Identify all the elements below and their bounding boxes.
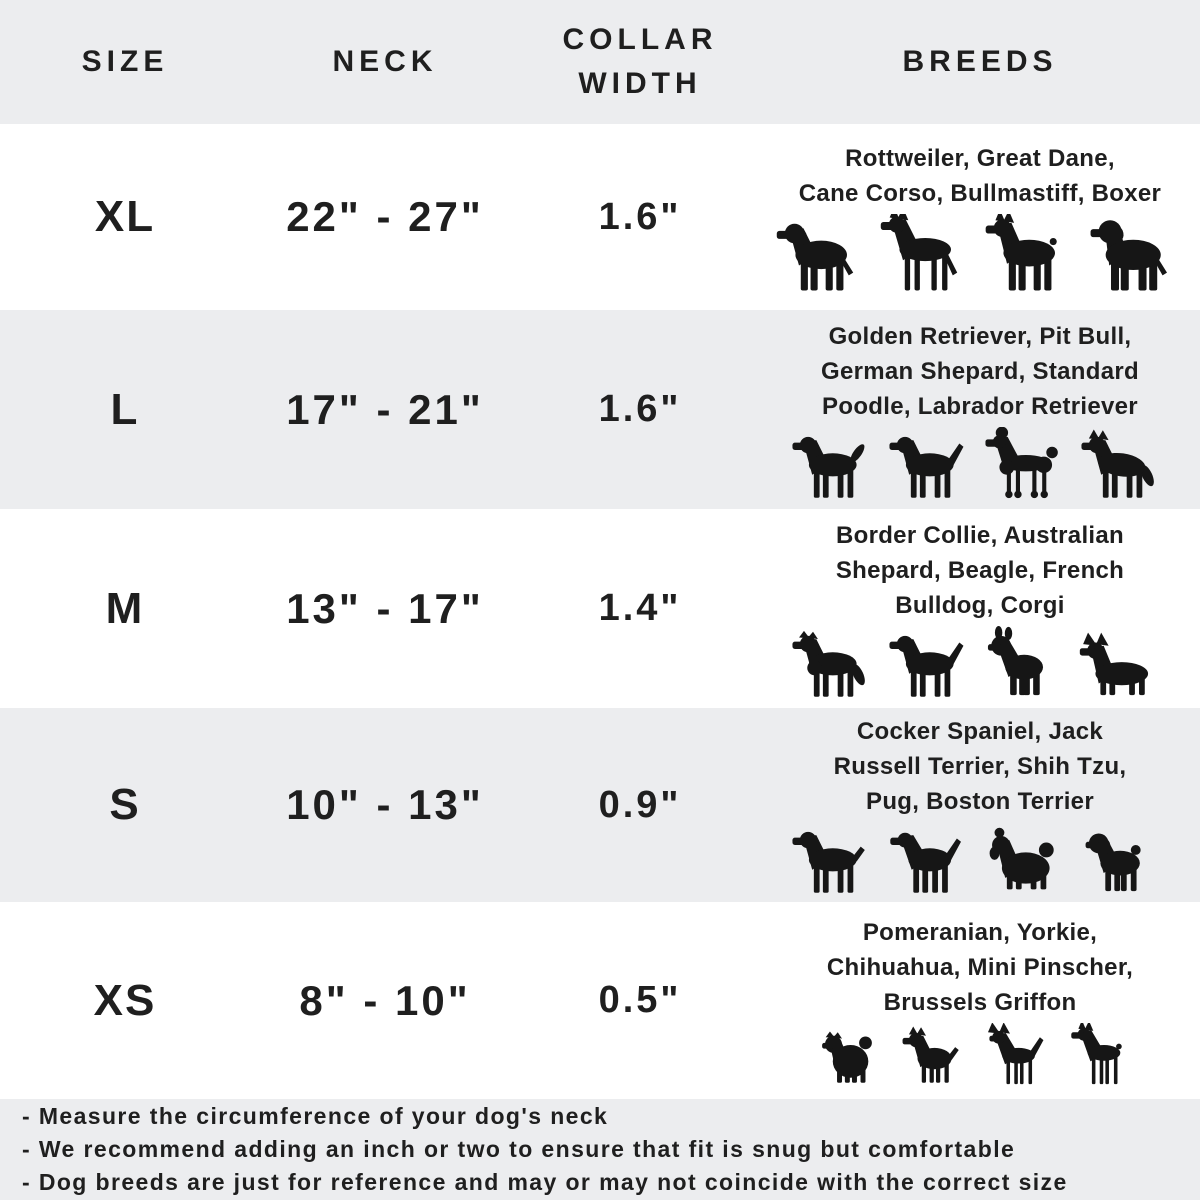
neck-range: 17" - 21" — [286, 385, 484, 433]
poodle-icon — [985, 426, 1058, 498]
footnotes: - Measure the circumference of your dog'… — [0, 1099, 1200, 1200]
bullmastiff-icon — [1090, 219, 1167, 290]
row-m: M 13" - 17" 1.4" Border Collie, Australi… — [0, 509, 1200, 708]
breed-list: Rottweiler, Great Dane, Cane Corso, Bull… — [798, 144, 1162, 207]
note-reference: - Dog breeds are just for reference and … — [22, 1169, 1068, 1195]
golden-retriever-icon — [792, 436, 865, 498]
breed-list: Pomeranian, Yorkie, Chihuahua, Mini Pins… — [826, 918, 1134, 1016]
pug-icon — [1086, 833, 1142, 892]
size-value: M — [105, 583, 145, 633]
rottweiler-icon — [777, 223, 854, 290]
header-size: SIZE — [81, 45, 169, 78]
beagle-icon — [889, 635, 964, 697]
breed-list: Border Collie, Australian Shepard, Beagl… — [835, 521, 1125, 619]
size-value: XS — [93, 975, 157, 1025]
header-collar-width: COLLAR WIDTH — [562, 23, 718, 100]
breed-icons — [790, 625, 1170, 700]
row-xs: XS 8" - 10" 0.5" Pomeranian, Yorkie, Chi… — [0, 902, 1200, 1099]
collar-width-value: 1.6" — [598, 195, 682, 238]
shih-tzu-icon — [989, 827, 1054, 890]
header-breeds: BREEDS — [902, 45, 1058, 78]
mini-pinscher-icon — [1071, 1022, 1122, 1084]
note-recommend: - We recommend adding an inch or two to … — [22, 1136, 1016, 1162]
chihuahua-icon — [987, 1022, 1044, 1084]
labrador-retriever-icon — [889, 436, 964, 498]
collar-width-value: 1.6" — [598, 388, 682, 430]
breed-icons — [790, 822, 1170, 896]
collar-width-value: 0.9" — [598, 783, 682, 826]
yorkie-icon — [902, 1026, 959, 1083]
collar-width-value: 0.5" — [598, 979, 682, 1021]
french-bulldog-icon — [987, 625, 1044, 695]
row-l: L 17" - 21" 1.6" Golden Retriever, Pit B… — [0, 310, 1200, 509]
breed-list: Golden Retriever, Pit Bull, German Shepa… — [821, 322, 1139, 420]
great-dane-icon — [881, 213, 958, 290]
cocker-spaniel-icon — [792, 831, 865, 893]
border-collie-icon — [792, 630, 865, 697]
header-row: SIZE NECK COLLAR WIDTH BREEDS — [0, 0, 1200, 124]
size-value: S — [109, 780, 141, 829]
header-neck: NECK — [332, 45, 438, 78]
row-s: S 10" - 13" 0.9" Cocker Spaniel, Jack Ru… — [0, 708, 1200, 902]
neck-range: 8" - 10" — [299, 976, 471, 1024]
size-value: XL — [94, 192, 156, 241]
cane-corso-icon — [985, 213, 1057, 290]
breed-icons — [775, 213, 1184, 294]
pomeranian-icon — [821, 1031, 872, 1083]
neck-range: 10" - 13" — [286, 781, 484, 828]
breed-icons — [815, 1022, 1146, 1087]
german-shepherd-icon — [1081, 428, 1155, 498]
neck-range: 22" - 27" — [286, 193, 484, 240]
size-value: L — [110, 384, 140, 434]
corgi-icon — [1080, 632, 1149, 695]
note-measure: - Measure the circumference of your dog'… — [22, 1103, 609, 1129]
neck-range: 13" - 17" — [286, 584, 484, 632]
jack-russell-terrier-icon — [889, 832, 961, 893]
breed-icons — [790, 426, 1170, 501]
collar-width-value: 1.4" — [598, 587, 682, 629]
row-xl: XL 22" - 27" 1.6" Rottweiler, Great Dane… — [0, 124, 1200, 310]
breed-list: Cocker Spaniel, Jack Russell Terrier, Sh… — [833, 718, 1127, 815]
